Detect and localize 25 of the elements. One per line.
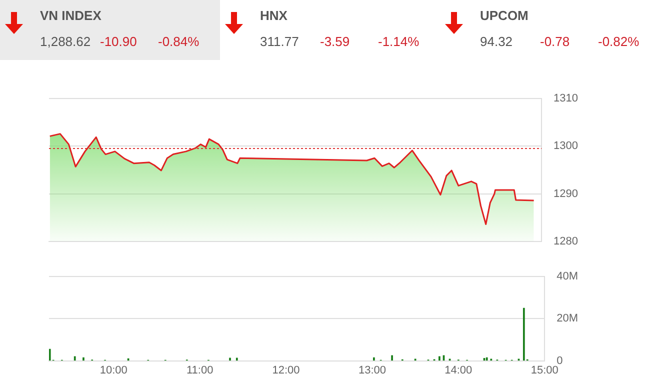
x-tick-label: 14:00 [444, 364, 472, 376]
y-tick-label: 40M [556, 270, 578, 283]
text: 1,288.62 [40, 34, 91, 49]
x-tick-label: 10:00 [100, 364, 128, 376]
y-tick-label: 1290 [554, 188, 578, 200]
x-tick-label: 15:00 [530, 364, 558, 376]
text: -10.90 [100, 34, 137, 49]
x-tick-label: 11:00 [186, 364, 214, 376]
text: -0.82% [598, 34, 640, 49]
text: UPCOM [480, 8, 528, 23]
text: 94.32 [480, 34, 513, 49]
y-tick-label: 1310 [554, 92, 578, 105]
x-tick-label: 12:00 [272, 364, 300, 376]
text: HNX [260, 8, 288, 23]
text: -1.14% [378, 34, 420, 49]
y-tick-label: 1280 [554, 235, 578, 248]
x-tick-label: 13:00 [358, 364, 386, 376]
y-tick-label: 0 [556, 354, 563, 367]
text: 311.77 [260, 34, 299, 49]
y-tick-label: 1300 [554, 140, 578, 152]
text: VN INDEX [40, 8, 102, 23]
y-tick-label: 20M [556, 312, 578, 325]
text: -0.84% [158, 34, 200, 49]
text: -0.78 [540, 34, 570, 49]
text: -3.59 [320, 34, 350, 49]
